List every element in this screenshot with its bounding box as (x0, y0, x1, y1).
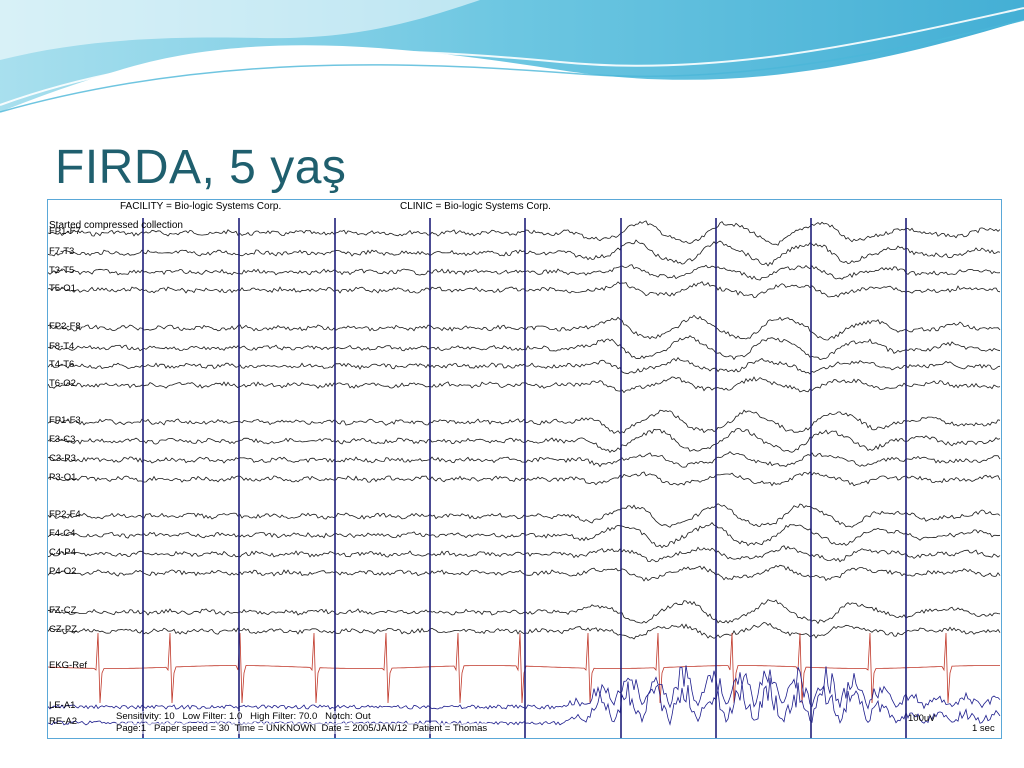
trace-t3-t5 (48, 264, 1001, 281)
page-value: 1 (140, 723, 147, 734)
facility-header: FACILITY = Bio-logic Systems Corp. (120, 201, 282, 212)
channel-label-cz-pz: CZ-PZ (49, 624, 77, 635)
amplitude-scale: 100uV (908, 713, 936, 724)
trace-fp2-f4 (48, 503, 1001, 528)
channel-label-c3-p3: C3-P3 (49, 453, 76, 464)
trace-ekg-ref (48, 632, 1000, 704)
trace-fp1-f7 (48, 220, 1001, 246)
low-filter-value: 1.0 (229, 711, 243, 722)
channel-label-t6-o2: T6-O2 (49, 378, 76, 389)
date-value: 2005/JAN/12 (352, 723, 408, 734)
channel-label-le-a1: LE-A1 (49, 700, 76, 711)
time-scale: 1 sec (972, 723, 995, 734)
trace-f4-c4 (48, 521, 1001, 549)
trace-f8-t4 (48, 335, 1001, 361)
paper-speed-value: 30 (218, 723, 230, 734)
channel-label-fz-cz: FZ-CZ (49, 605, 77, 616)
patient-value: Thomas (452, 723, 488, 734)
notch-value: Out (355, 711, 371, 722)
trace-p4-o2 (48, 564, 1001, 582)
trace-t6-o2 (48, 376, 1001, 394)
trace-le-a1 (48, 665, 1001, 710)
high-filter-value: 70.0 (298, 711, 318, 722)
time-value: UNKNOWN (266, 723, 317, 734)
eeg-recording: FACILITY = Bio-logic Systems Corp. CLINI… (47, 199, 1002, 739)
eeg-traces (48, 218, 1001, 738)
channel-label-re-a2: RE-A2 (49, 716, 77, 727)
channel-label-t5-o1: T5-O1 (49, 283, 76, 294)
channel-label-f8-t4: F8-T4 (49, 341, 75, 352)
trace-fp1-f3 (48, 409, 1001, 434)
sensitivity-value: 10 (164, 711, 175, 722)
trace-re-a2 (48, 677, 1001, 726)
channel-label-fp1-f7: FP1-F7 (49, 226, 81, 237)
channel-label-ekg-ref: EKG-Ref (49, 660, 88, 671)
trace-c4-p4 (48, 545, 1001, 563)
channel-label-f3-c3: F3-C3 (49, 434, 76, 445)
channel-label-p4-o2: P4-O2 (49, 566, 77, 577)
channel-label-f7-t3: F7-T3 (49, 246, 75, 257)
channel-label-f4-c4: F4-C4 (49, 528, 76, 539)
channel-label-fp2-f8: FP2-F8 (49, 321, 81, 332)
trace-c3-p3 (48, 451, 1001, 468)
trace-f3-c3 (48, 427, 1001, 454)
trace-t4-t6 (48, 357, 1001, 375)
channel-label-c4-p4: C4-P4 (49, 547, 76, 558)
slide-title: FIRDA, 5 yaş (55, 141, 347, 194)
collection-status: Started compressed collection (49, 220, 183, 231)
trace-p3-o1 (48, 471, 1001, 487)
channel-label-fp2-f4: FP2-F4 (49, 509, 81, 520)
trace-fp2-f8 (48, 314, 1001, 341)
trace-t5-o1 (48, 281, 1001, 299)
recording-settings: Sensitivity: 10 Low Filter: 1.0 High Fil… (116, 711, 371, 722)
channel-label-t4-t6: T4-T6 (49, 359, 75, 370)
channel-label-t3-t5: T3-T5 (49, 265, 75, 276)
trace-cz-pz (48, 621, 1001, 640)
trace-fz-cz (48, 599, 1001, 625)
channel-label-fp1-f3: FP1-F3 (49, 415, 81, 426)
clinic-header: CLINIC = Bio-logic Systems Corp. (400, 201, 551, 212)
trace-f7-t3 (48, 239, 1001, 267)
recording-info: Page:1 Paper speed = 30 Time = UNKNOWN D… (116, 723, 488, 734)
decorative-wave-banner (0, 0, 1024, 113)
channel-label-p3-o1: P3-O1 (49, 472, 77, 483)
